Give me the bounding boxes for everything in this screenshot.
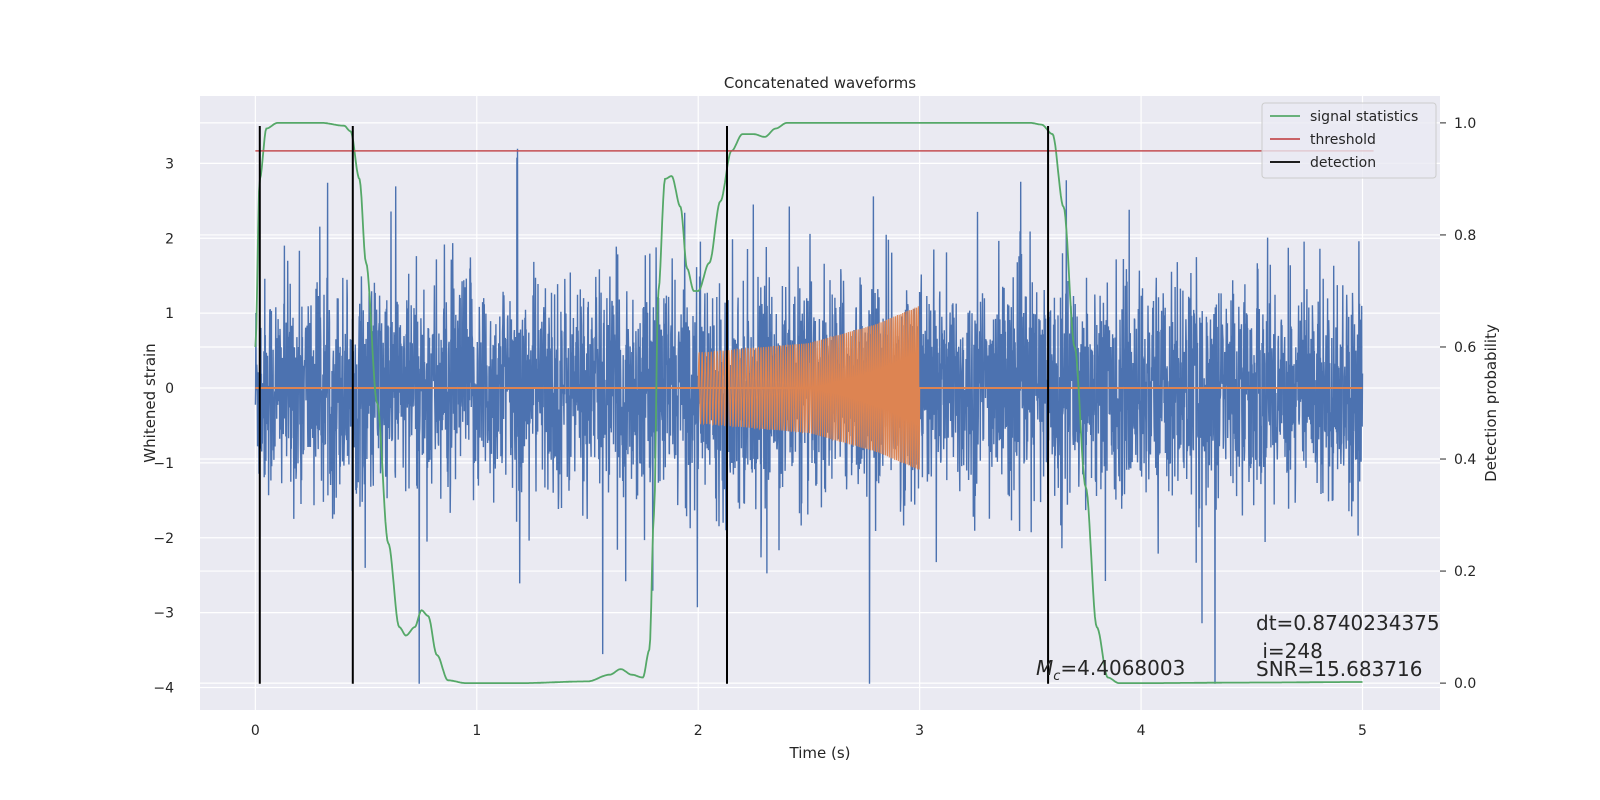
y-tick-label: 3 [165, 156, 174, 172]
legend-label-threshold: threshold [1310, 132, 1376, 148]
y-axis-label: Whitened strain [141, 343, 159, 462]
legend-box [1261, 102, 1437, 179]
x-tick-label: 0 [251, 723, 260, 739]
x-tick-label: 4 [1137, 723, 1146, 739]
ticks: 0 1 2 3 4 5 −4 −3 −2 −1 0 1 2 3 0.0 0.2 0.4 0.6 0.8 1.0 [153, 116, 1476, 739]
y-tick-label: −3 [153, 606, 174, 622]
annotation-dt: dt=0.8740234375 [1256, 611, 1440, 635]
series-line-signal-statistics [254, 122, 1363, 684]
y-tick-label-right: 0.0 [1454, 676, 1476, 692]
y-tick-label-right: 0.4 [1454, 452, 1476, 468]
y-tick-label-right: 0.2 [1454, 564, 1476, 580]
series-layer [254, 122, 1374, 684]
y-axis-label-right: Detection probability [1482, 324, 1500, 482]
y-tick-label: 0 [165, 381, 174, 397]
y-tick-label: 1 [165, 306, 174, 322]
y-tick-label: −1 [153, 456, 174, 472]
x-tick-label: 1 [472, 723, 481, 739]
y-tick-label-right: 0.6 [1454, 340, 1476, 356]
x-tick-label: 3 [915, 723, 924, 739]
annotation-snr: SNR=15.683716 [1256, 657, 1422, 681]
legend-label-detection: detection [1310, 155, 1376, 171]
annotation-index: i=248 [1256, 639, 1323, 663]
legend-label-signal-statistics: signal statistics [1310, 109, 1418, 125]
x-tick-label: 5 [1358, 723, 1367, 739]
y-tick-label-right: 0.8 [1454, 228, 1476, 244]
y-tick-label: −2 [153, 531, 174, 547]
annotation-chirp-mass: Mc=4.4068003 [1036, 656, 1185, 684]
x-tick-label: 2 [694, 723, 703, 739]
detection-lines [258, 125, 1050, 684]
y-tick-label-right: 1.0 [1454, 116, 1476, 132]
x-axis-label: Time (s) [789, 744, 851, 762]
legend: signal statistics threshold detection [1261, 102, 1437, 179]
y-tick-label: −4 [153, 681, 174, 697]
annotation-chirp-mass-value: =4.4068003 [1060, 656, 1185, 680]
annotation-chirp-mass-subscript: c [1053, 669, 1060, 684]
annotations: Mc=4.4068003 dt=0.8740234375 i=248 SNR=1… [1036, 611, 1440, 684]
y-tick-label: 2 [165, 231, 174, 247]
annotation-chirp-mass-symbol: M [1036, 656, 1053, 680]
chart-title: Concatenated waveforms [724, 74, 916, 92]
